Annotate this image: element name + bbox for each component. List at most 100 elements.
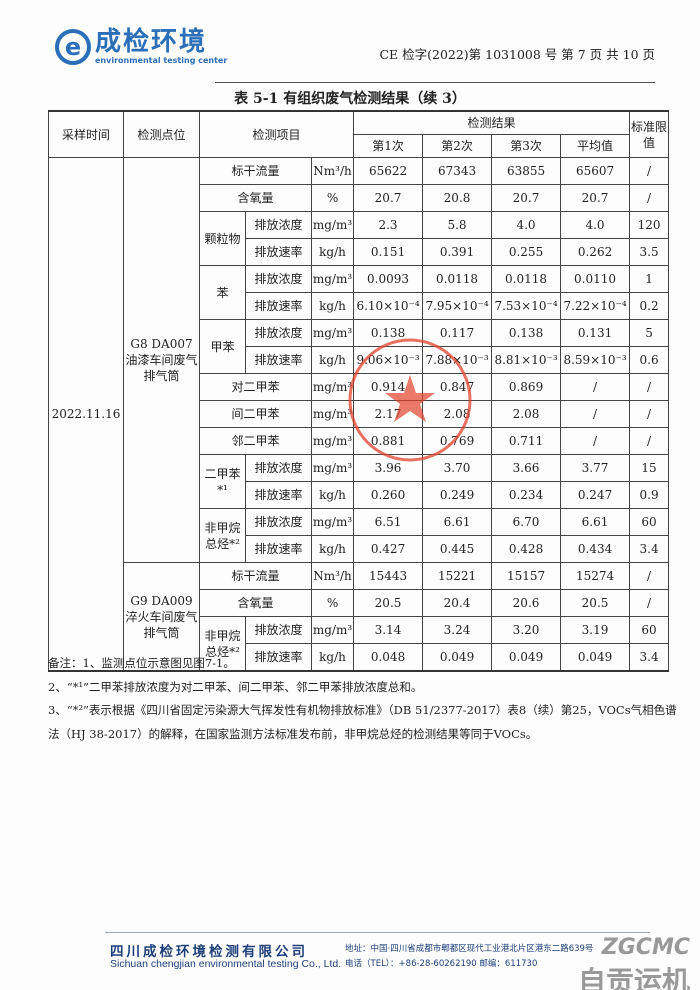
item-group: 甲苯 [199,319,246,374]
result-2: 15221 [422,562,493,590]
result-3: 15157 [491,562,562,590]
header-item: 检测项目 [198,110,355,158]
table-row: 非甲烷总烃*² 排放浓度 mg/m³ 3.14 3.24 3.20 3.19 60 [49,616,670,672]
average: 6.61 [560,508,631,536]
limit: 120 [629,211,670,239]
result-2: 3.70 [422,454,493,482]
result-2: 3.24 [422,616,493,644]
result-2: 6.61 [422,508,493,536]
result-2: 0.769 [422,427,493,455]
header-point: 检测点位 [123,110,200,158]
limit: / [629,373,670,401]
result-3: 20.6 [491,589,562,617]
result-3: 6.70 [491,508,562,536]
item-group: 非甲烷总烃*² [199,616,246,672]
limit: 0.6 [629,346,670,374]
unit: kg/h [310,238,355,266]
table-row: 颗粒物 排放浓度 mg/m³ 2.3 5.8 4.0 4.0 120 [49,211,670,266]
item-name: 标干流量 [199,562,312,590]
result-3: 0.428 [491,535,562,563]
average: 7.22×10⁻⁴ [560,292,631,320]
logo-cn: 成检环境 [95,27,208,57]
result-3: 0.234 [491,481,562,509]
average: / [560,427,631,455]
result-1: 2.3 [353,211,424,239]
average: / [560,373,631,401]
limit: 1 [629,265,670,293]
unit: mg/m³ [310,508,355,536]
average: 3.77 [560,454,631,482]
unit: mg/m³ [310,373,355,401]
result-2: 0.847 [422,373,493,401]
result-1: 20.5 [353,589,424,617]
limit: / [629,427,670,455]
item-group: 颗粒物 [199,211,246,266]
table-row: 苯排放浓度 mg/m³ 0.0093 0.0118 0.0118 0.0110 1 [49,265,670,320]
result-2: 0.445 [422,535,493,563]
official-stamp [348,338,472,462]
result-1: 6.51 [353,508,424,536]
limit: 15 [629,454,670,482]
watermark-line1: ZGCMC [601,935,690,960]
item-sub: 排放速率 [245,535,312,563]
result-3: 0.869 [491,373,562,401]
header-r3: 第3次 [491,134,562,158]
footer-contact: 地址：中国·四川省成都市郫都区现代工业港北片区港东二路639号 电话（TEL）：… [345,942,593,972]
unit: mg/m³ [310,211,355,239]
result-1: 0.151 [353,238,424,266]
note-1: 备注：1、监测点位示意图见图7-1。 [48,656,235,670]
item-sub: 排放浓度 [245,454,312,482]
item-name: 间二甲苯 [199,400,312,428]
average: 15274 [560,562,631,590]
company-logo: e 成检环境 environmental testing center [55,28,227,65]
limit: / [629,184,670,212]
footer-tel: 电话（TEL）：+86-28-60262190 邮编：611730 [345,959,538,969]
item-sub: 排放浓度 [245,265,312,293]
item-sub: 排放浓度 [245,211,312,239]
result-3: 0.0118 [491,265,562,293]
result-3: 0.138 [491,319,562,347]
footer-company-cn: 四川成检环境检测有限公司 [110,944,308,960]
item-name: 对二甲苯 [199,373,312,401]
item-group: 苯 [199,265,246,320]
limit: 60 [629,508,670,536]
limit: 3.4 [629,535,670,563]
result-2: 67343 [422,157,493,185]
header-limit: 标准限值 [629,110,670,158]
footer-company-en: Sichuan chengjian environmental testing … [110,958,342,970]
result-1: 0.427 [353,535,424,563]
item-group: 二甲苯*¹ [199,454,246,509]
footer-address: 地址：中国·四川省成都市郫都区现代工业港北片区港东二路639号 [345,944,594,954]
results-table: 采样时间 检测点位 检测项目 检测结果 标准限值 第1次 第2次 第3次 平均值… [48,110,670,672]
monitoring-point: G8 DA007 油漆车间废气排气筒 [123,157,200,563]
table-row: 含氧量% 20.5 20.4 20.6 20.5/ [49,589,670,617]
result-2: 20.4 [422,589,493,617]
footer-divider [105,932,650,933]
sampling-date: 2022.11.16 [48,157,124,672]
note-2: 2、“*¹”二甲苯排放浓度为对二甲苯、间二甲苯、邻二甲苯排放浓度总和。 [48,679,423,694]
result-1: 15443 [353,562,424,590]
result-3: 0.255 [491,238,562,266]
unit: % [310,184,355,212]
average: 4.0 [560,211,631,239]
result-3: 0.711 [491,427,562,455]
result-2: 5.8 [422,211,493,239]
logo-en: environmental testing center [95,56,228,65]
unit: kg/h [310,535,355,563]
result-3: 20.7 [491,184,562,212]
item-name: 含氧量 [199,184,312,212]
table-row: 排放速率 kg/h 0.048 0.049 0.049 0.049 3.4 [49,643,670,672]
result-3: 3.20 [491,616,562,644]
result-1: 0.048 [353,643,424,672]
unit: mg/m³ [310,265,355,293]
item-sub: 排放浓度 [245,319,312,347]
unit: kg/h [310,643,355,672]
header-r2: 第2次 [422,134,493,158]
zgcmc-watermark: ZGCMC 自贡运机 [578,935,690,990]
item-sub: 排放浓度 [245,508,312,536]
result-3: 63855 [491,157,562,185]
limit: / [629,400,670,428]
item-sub: 排放速率 [245,481,312,509]
average: 0.262 [560,238,631,266]
result-3: 2.08 [491,400,562,428]
